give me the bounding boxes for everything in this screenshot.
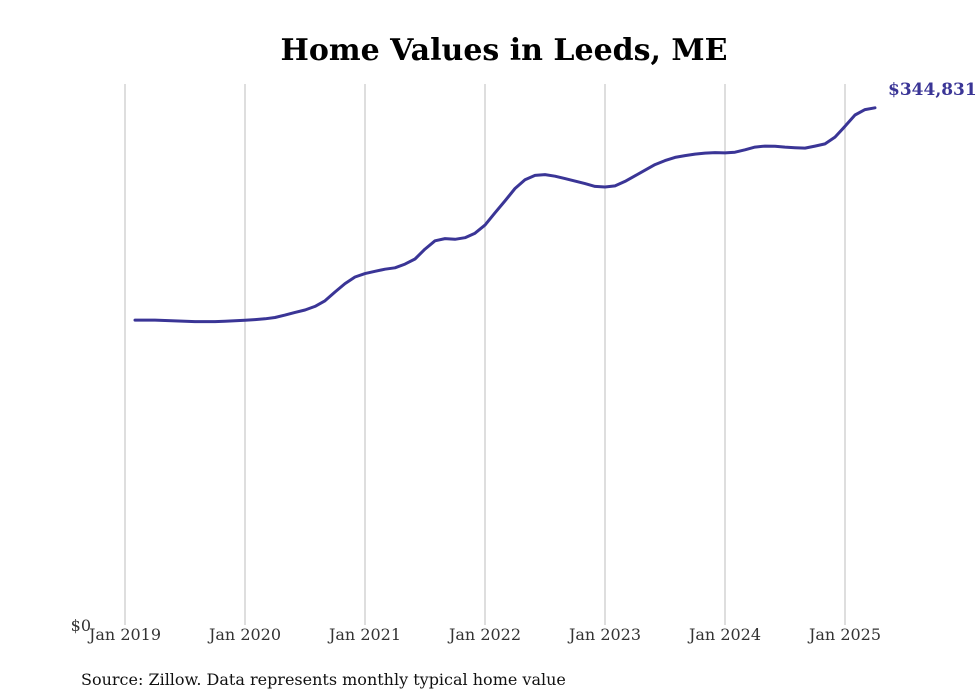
- y-axis-tick-label: $0: [71, 616, 91, 635]
- x-axis-tick-label: Jan 2019: [87, 625, 161, 644]
- x-axis-tick-label: Jan 2022: [447, 625, 521, 644]
- x-axis-tick-label: Jan 2025: [807, 625, 881, 644]
- x-axis-tick-label: Jan 2024: [687, 625, 761, 644]
- series-line: [133, 106, 877, 324]
- x-axis-tick-label: Jan 2023: [567, 625, 641, 644]
- source-note: Source: Zillow. Data represents monthly …: [81, 670, 566, 689]
- x-axis-tick-label: Jan 2021: [327, 625, 401, 644]
- chart-title: Home Values in Leeds, ME: [281, 33, 728, 68]
- x-axis-tick-label: Jan 2020: [207, 625, 281, 644]
- end-value-label: $344,831: [888, 80, 977, 100]
- x-axis-ticks: Jan 2019 Jan 2020 Jan 2021 Jan 2022 Jan 2023…: [87, 625, 881, 644]
- gridlines: [124, 84, 846, 625]
